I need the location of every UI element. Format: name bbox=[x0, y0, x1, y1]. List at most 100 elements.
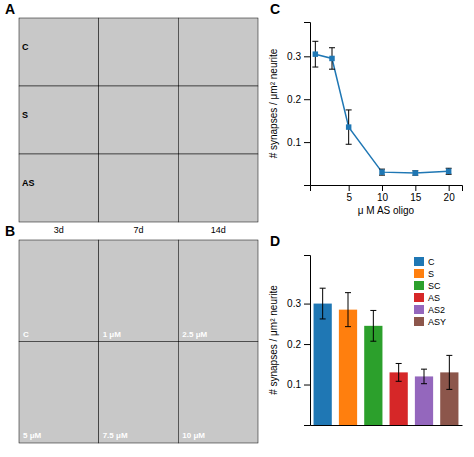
legend-label: ASY bbox=[428, 317, 446, 327]
error-bar-cap bbox=[320, 288, 326, 289]
tick-label: 0.2 bbox=[287, 339, 301, 350]
legend-label: SC bbox=[428, 281, 441, 291]
legend-entry: AS bbox=[414, 293, 440, 303]
error-bar bbox=[312, 41, 318, 67]
row-label: AS bbox=[22, 178, 35, 188]
error-bar bbox=[345, 293, 351, 327]
image-placeholder bbox=[178, 240, 258, 342]
legend-entry: C bbox=[414, 257, 435, 267]
error-bar-cap bbox=[312, 67, 318, 68]
axis-line bbox=[311, 425, 463, 426]
image-panel: CSAS3d7d14d bbox=[19, 18, 258, 235]
axis-line bbox=[311, 186, 463, 192]
y-axis-title: # synapses / μm² neurite bbox=[268, 285, 279, 395]
error-bar-line bbox=[424, 369, 425, 384]
column-label: 7d bbox=[133, 225, 143, 235]
tick: 0.3 bbox=[287, 51, 310, 62]
y-axis-title: # synapses / μm² neurite bbox=[268, 48, 279, 158]
legend: CS SC AS AS2 ASY bbox=[414, 257, 446, 327]
y-axis: 0.1 0.2 0.3 bbox=[287, 256, 310, 426]
marker bbox=[413, 170, 418, 175]
marker bbox=[379, 169, 384, 174]
error-bar-line bbox=[322, 288, 323, 319]
x-axis-title: μ M AS oligo bbox=[358, 205, 415, 216]
legend-entry: S bbox=[414, 269, 434, 279]
error-bar bbox=[446, 355, 452, 389]
error-bar-cap bbox=[446, 389, 452, 390]
legend-label: AS2 bbox=[428, 305, 445, 315]
tick: 0.2 bbox=[287, 339, 310, 350]
x-axis: 5 10 15 20 bbox=[311, 185, 463, 203]
tick-label: 0.1 bbox=[287, 379, 301, 390]
tick-label: 10 bbox=[377, 192, 389, 203]
legend-swatch bbox=[414, 293, 424, 302]
error-bar-cap bbox=[396, 381, 402, 382]
cell-label: 1 μM bbox=[103, 330, 122, 339]
image-placeholder bbox=[19, 342, 99, 444]
image-placeholder bbox=[19, 18, 99, 86]
image-placeholder bbox=[178, 342, 258, 444]
error-bar bbox=[329, 48, 335, 69]
tick-mark bbox=[449, 185, 450, 191]
row-label: C bbox=[22, 42, 29, 52]
x-axis bbox=[311, 425, 463, 426]
tick-mark bbox=[349, 185, 350, 191]
error-bar-cap bbox=[345, 326, 351, 327]
tick-mark bbox=[304, 142, 310, 143]
error-bar bbox=[370, 310, 376, 341]
legend-entry: AS2 bbox=[414, 305, 445, 315]
error-bar bbox=[379, 169, 385, 175]
legend-entry: SC bbox=[414, 281, 441, 291]
cell-label: 2.5 μM bbox=[182, 330, 207, 339]
marker bbox=[313, 51, 318, 56]
error-bar bbox=[346, 110, 352, 144]
tick-mark bbox=[304, 385, 310, 386]
image-placeholder bbox=[19, 240, 99, 342]
error-bar bbox=[446, 168, 452, 174]
error-bar-line bbox=[373, 310, 374, 341]
bar bbox=[314, 304, 332, 425]
row-label: S bbox=[22, 110, 28, 120]
tick: 15 bbox=[410, 185, 422, 203]
tick-label: 15 bbox=[410, 192, 422, 203]
legend-swatch bbox=[414, 281, 424, 290]
image-placeholder bbox=[19, 154, 99, 222]
error-bar-cap bbox=[312, 41, 318, 42]
error-bar-cap bbox=[446, 355, 452, 356]
tick: 0.1 bbox=[287, 137, 310, 148]
image-placeholder bbox=[99, 342, 179, 444]
tick-mark bbox=[304, 344, 310, 345]
tick-label: 20 bbox=[444, 192, 456, 203]
image-placeholder bbox=[99, 154, 179, 222]
plot-area bbox=[312, 41, 451, 175]
error-bar-cap bbox=[346, 144, 352, 145]
tick-mark bbox=[304, 56, 310, 57]
tick: 5 bbox=[346, 185, 352, 203]
marker bbox=[329, 56, 334, 61]
error-bar-line bbox=[398, 363, 399, 381]
cell-label: 10 μM bbox=[182, 431, 205, 440]
error-bar bbox=[396, 363, 402, 381]
panel-label: A bbox=[5, 1, 15, 17]
error-bar-cap bbox=[329, 47, 335, 48]
image-placeholder bbox=[99, 18, 179, 86]
panel-label: D bbox=[270, 233, 280, 249]
tick-mark bbox=[304, 99, 310, 100]
image-placeholder bbox=[178, 86, 258, 154]
image-placeholder bbox=[99, 86, 179, 154]
marker bbox=[346, 124, 351, 129]
tick-mark bbox=[382, 185, 383, 191]
y-axis: 0.1 0.2 0.3 bbox=[287, 23, 310, 186]
column-label: 3d bbox=[54, 225, 64, 235]
panel-label: C bbox=[270, 1, 280, 17]
image-placeholder bbox=[19, 86, 99, 154]
legend-label: AS bbox=[428, 293, 440, 303]
axis-line bbox=[304, 23, 311, 186]
tick-label: 0.3 bbox=[287, 51, 301, 62]
image-placeholder bbox=[99, 240, 179, 342]
error-bar bbox=[421, 369, 427, 384]
tick: 0.2 bbox=[287, 94, 310, 105]
error-bar-cap bbox=[396, 363, 402, 364]
tick: 0.3 bbox=[287, 298, 310, 309]
plot-area bbox=[314, 288, 459, 425]
